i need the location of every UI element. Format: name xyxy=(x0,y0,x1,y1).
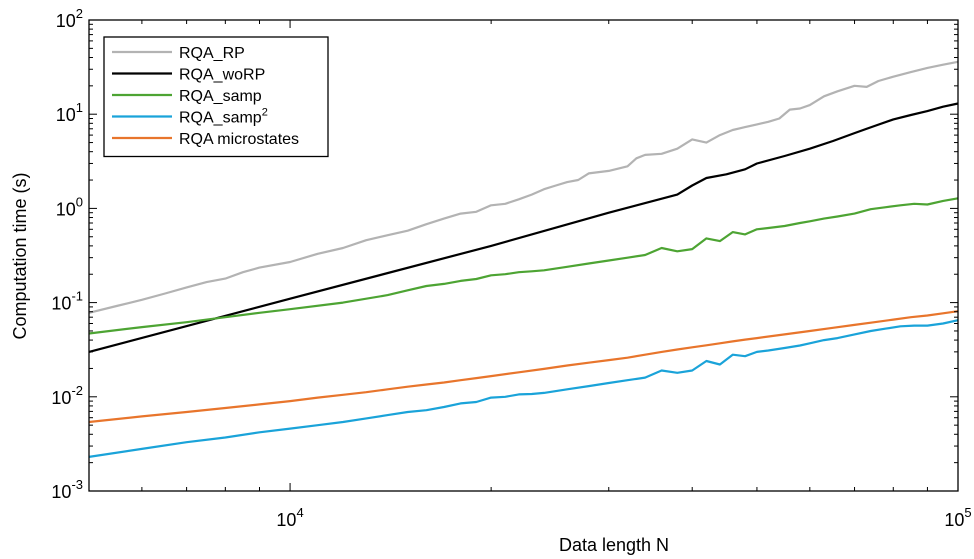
y-tick-label: 102 xyxy=(56,6,83,31)
series-line-0 xyxy=(88,60,959,314)
axes xyxy=(88,19,959,492)
y-tick-label: 10-2 xyxy=(51,383,83,408)
y-tick-label: 10-3 xyxy=(51,477,83,502)
legend-label-3: RQA_samp2 xyxy=(179,107,268,127)
y-tick-label: 101 xyxy=(56,100,83,125)
legend-label-0: RQA_RP xyxy=(179,45,245,62)
legend-label-4: RQA microstates xyxy=(179,131,299,148)
y-tick-label: 100 xyxy=(56,194,83,219)
x-tick-label: 105 xyxy=(944,505,971,530)
series-line-3 xyxy=(88,319,959,458)
legend: RQA_RP RQA_woRP RQA_samp RQA_samp2 RQA micro… xyxy=(103,36,329,158)
plot-lines xyxy=(88,60,959,458)
x-axis-label: Data length N xyxy=(559,535,669,555)
y-axis-label: Computation time (s) xyxy=(10,172,30,339)
x-tick-label: 104 xyxy=(276,505,303,530)
y-tick-label: 10-1 xyxy=(51,289,83,314)
legend-box xyxy=(103,36,329,158)
axes-box xyxy=(88,19,959,492)
tick-labels: 104 105 10-3 10-2 10-1 100 101 102 xyxy=(51,6,971,530)
legend-label-2: RQA_samp xyxy=(179,88,262,105)
series-line-2 xyxy=(88,197,959,335)
legend-label-1: RQA_woRP xyxy=(179,67,265,84)
series-line-4 xyxy=(88,310,959,424)
series-line-1 xyxy=(88,102,959,353)
